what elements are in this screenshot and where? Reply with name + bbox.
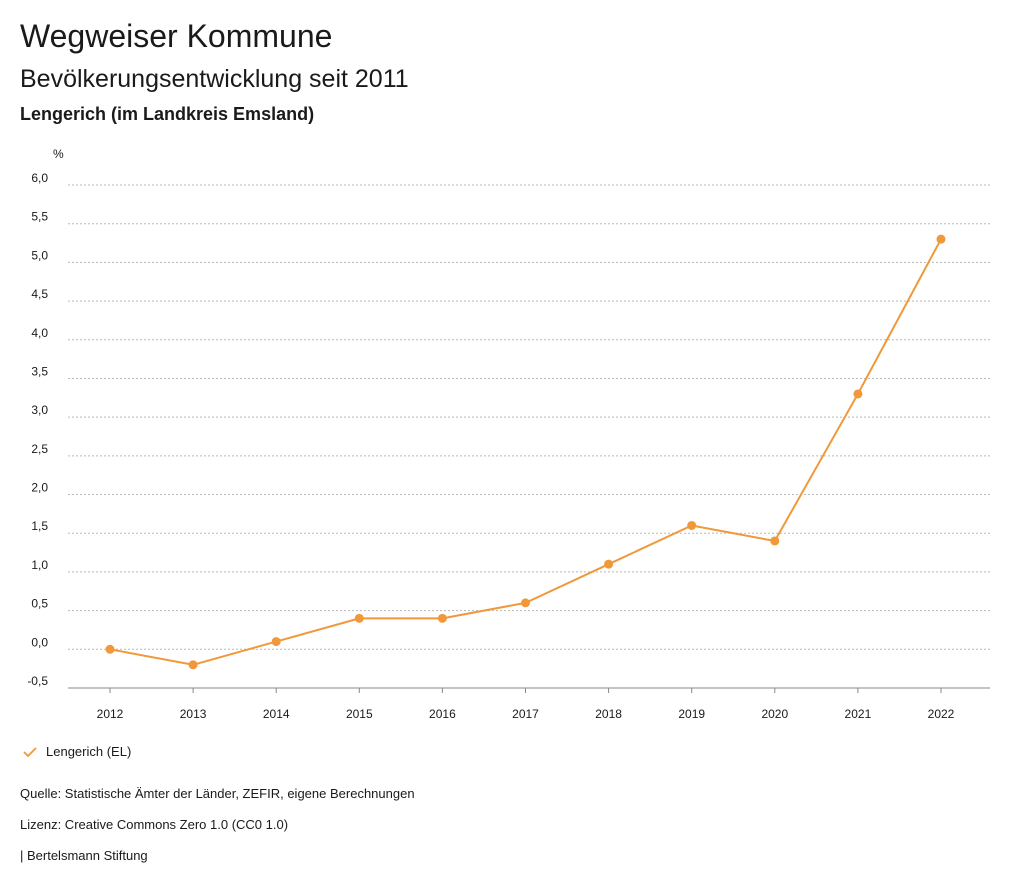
y-tick-label: 0,0 (31, 635, 48, 649)
check-icon (23, 746, 37, 757)
data-point (604, 559, 614, 569)
series-point-layer (105, 234, 946, 670)
data-point (521, 598, 530, 608)
y-tick-label: 3,5 (31, 364, 48, 378)
y-tick-label: 5,0 (31, 248, 48, 262)
x-tick-label: 2015 (346, 707, 373, 721)
y-tick-label: 1,5 (31, 519, 48, 533)
chart-subtitle: Bevölkerungsentwicklung seit 2011 (20, 65, 409, 93)
y-tick-label: 1,0 (31, 558, 48, 572)
x-tick-label: 2019 (678, 707, 705, 721)
x-tick-label: 2012 (97, 707, 124, 721)
y-tick-label: 4,5 (31, 287, 48, 301)
data-point (936, 234, 946, 244)
data-point (437, 613, 447, 623)
license-note: Lizenz: Creative Commons Zero 1.0 (CC0 1… (20, 817, 289, 832)
legend-item-lengerich[interactable]: Lengerich (EL) (22, 744, 131, 759)
y-tick-label: 3,0 (31, 403, 48, 417)
data-point (687, 520, 697, 530)
y-tick-label: 0,5 (31, 597, 48, 611)
y-tick-label: 2,5 (31, 442, 48, 456)
data-point (188, 660, 198, 670)
source-note: Quelle: Statistische Ämter der Länder, Z… (20, 786, 415, 801)
region-label: Lengerich (im Landkreis Emsland) (20, 104, 315, 124)
y-tick-label: 2,0 (31, 481, 48, 495)
data-point (271, 637, 281, 647)
x-tick-label: 2013 (180, 707, 207, 721)
data-point (105, 644, 115, 654)
data-point (770, 536, 780, 546)
legend-label: Lengerich (EL) (46, 744, 132, 759)
y-tick-label: -0,5 (27, 674, 48, 688)
y-tick-label: 5,5 (31, 210, 48, 224)
publisher-note: | Bertelsmann Stiftung (20, 848, 148, 863)
x-axis: 2012 2013 2014 2015 2016 2017 2018 2019 2020 2021… (68, 687, 990, 721)
y-axis-label: % (53, 147, 64, 161)
page-title: Wegweiser Kommune (20, 18, 333, 54)
line-chart: -0,5 0,0 0,5 1,0 1,5 2,0 2,5 3,0 3,5 4,0 4,5 5,0 5,5… (27, 147, 990, 721)
data-point (354, 613, 364, 623)
x-tick-label: 2014 (263, 707, 290, 721)
x-tick-label: 2016 (429, 707, 456, 721)
y-tick-label: 6,0 (31, 171, 48, 185)
y-axis-ticks: -0,5 0,0 0,5 1,0 1,5 2,0 2,5 3,0 3,5 4,0 4,5 5,0 5,5… (27, 171, 48, 688)
grid-layer (68, 184, 990, 689)
x-tick-label: 2021 (845, 707, 872, 721)
x-tick-label: 2018 (595, 707, 622, 721)
data-point (853, 389, 863, 399)
x-tick-label: 2017 (512, 707, 539, 721)
x-tick-label: 2020 (761, 707, 788, 721)
y-tick-label: 4,0 (31, 326, 48, 340)
x-tick-label: 2022 (928, 707, 955, 721)
